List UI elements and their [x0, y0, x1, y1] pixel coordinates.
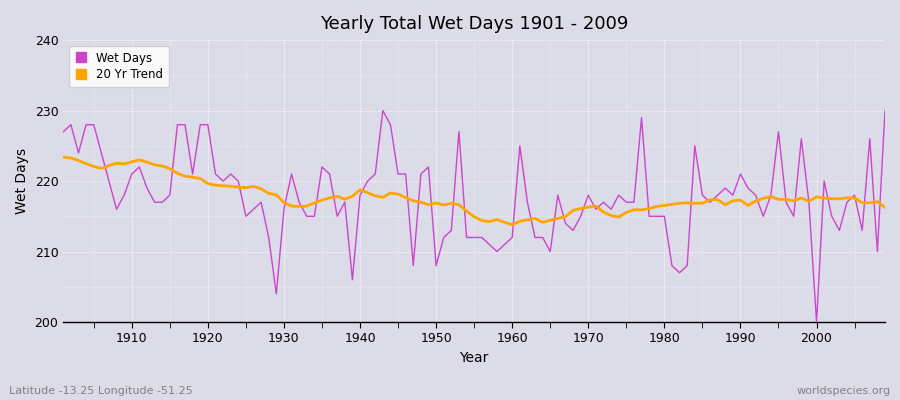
Wet Days: [119, 193, 130, 198]
Wet Days: [286, 172, 297, 176]
20 Yr Trend: [515, 219, 526, 224]
20 Yr Trend: [606, 213, 616, 218]
Line: Wet Days: Wet Days: [63, 110, 885, 322]
Text: Latitude -13.25 Longitude -51.25: Latitude -13.25 Longitude -51.25: [9, 386, 193, 396]
Wet Days: [879, 108, 890, 113]
20 Yr Trend: [119, 162, 130, 166]
Wet Days: [507, 235, 517, 240]
X-axis label: Year: Year: [460, 351, 489, 365]
Legend: Wet Days, 20 Yr Trend: Wet Days, 20 Yr Trend: [69, 46, 169, 87]
Wet Days: [377, 108, 388, 113]
Line: 20 Yr Trend: 20 Yr Trend: [63, 157, 885, 225]
Title: Yearly Total Wet Days 1901 - 2009: Yearly Total Wet Days 1901 - 2009: [320, 15, 628, 33]
20 Yr Trend: [879, 205, 890, 210]
Wet Days: [606, 207, 616, 212]
20 Yr Trend: [286, 204, 297, 208]
Wet Days: [811, 320, 822, 324]
Wet Days: [332, 214, 343, 219]
20 Yr Trend: [332, 194, 343, 199]
20 Yr Trend: [58, 155, 68, 160]
Wet Days: [515, 144, 526, 148]
Wet Days: [58, 129, 68, 134]
20 Yr Trend: [500, 220, 510, 225]
Y-axis label: Wet Days: Wet Days: [15, 148, 29, 214]
20 Yr Trend: [507, 222, 517, 227]
Text: worldspecies.org: worldspecies.org: [796, 386, 891, 396]
